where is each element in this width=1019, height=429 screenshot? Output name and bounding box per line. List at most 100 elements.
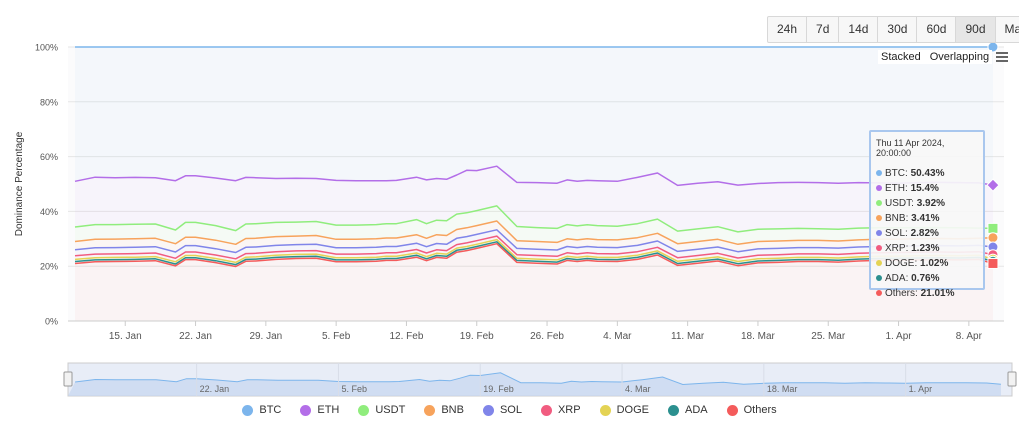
tooltip-name: DOGE [885, 258, 915, 269]
others-dot-icon [876, 290, 882, 297]
line-usdt[interactable] [74, 205, 994, 233]
chart-legend: BTC ETH USDT BNB SOL XRP DOGE ADA Others [0, 404, 1019, 416]
x-tick-label: 26. Feb [530, 331, 564, 342]
others-circle-icon [726, 404, 738, 416]
legend-item-xrp[interactable]: XRP [540, 404, 581, 416]
x-tick-label: 18. Mar [741, 331, 776, 342]
navigator[interactable]: 22. Jan 5. Feb 19. Feb 4. Mar 18. Mar 1. Apr [63, 362, 1017, 397]
x-tick-label: 5. Feb [322, 331, 351, 342]
legend-label: ADA [684, 404, 708, 416]
series-areas [75, 47, 993, 321]
tooltip-row-usdt: USDT: 3.92% [876, 196, 978, 211]
x-tick-label: 22. Jan [179, 331, 212, 342]
usdt-dot-icon [876, 200, 882, 207]
doge-dot-icon [876, 260, 882, 267]
legend-item-usdt[interactable]: USDT [358, 404, 405, 416]
line-others[interactable] [74, 242, 994, 268]
legend-label: Others [743, 404, 777, 416]
navigator-label: 1. Apr [909, 384, 933, 394]
btc-circle-icon [242, 404, 254, 416]
hover-markers [986, 41, 1000, 269]
y-tick-label: 80% [40, 97, 58, 107]
marker-others [987, 257, 999, 269]
legend-item-btc[interactable]: BTC [242, 404, 281, 416]
usdt-circle-icon [358, 404, 370, 416]
tooltip-value: 21.01% [920, 288, 955, 299]
navigator-left-handle[interactable] [63, 371, 73, 387]
tooltip-row-sol: SOL: 2.82% [876, 226, 978, 241]
range-30d-button[interactable]: 30d [877, 17, 916, 42]
range-7d-button[interactable]: 7d [806, 17, 838, 42]
range-24h-button[interactable]: 24h [777, 22, 798, 36]
y-tick-label: 60% [40, 152, 58, 162]
tooltip-row-bnb: BNB: 3.41% [876, 211, 978, 226]
legend-item-ada[interactable]: ADA [667, 404, 708, 416]
bnb-dot-icon [876, 215, 882, 222]
tooltip-row-others: Others: 21.01% [876, 286, 978, 301]
tooltip-value: 3.92% [916, 198, 946, 209]
plot-background [68, 47, 1004, 321]
ada-circle-icon [667, 404, 679, 416]
tooltip-row-xrp: XRP: 1.23% [876, 241, 978, 256]
tooltip-value: 1.23% [911, 243, 940, 254]
navigator-line [75, 372, 1001, 386]
legend-label: SOL [499, 404, 522, 416]
eth-dot-icon [876, 185, 882, 192]
tooltip-value: 15.4% [910, 183, 939, 194]
tooltip-name: BNB [885, 213, 906, 224]
line-sol[interactable] [74, 229, 994, 254]
tooltip-name: ADA [885, 273, 906, 284]
tooltip-value: 3.41% [911, 213, 940, 224]
range-max-button[interactable]: Max [994, 17, 1019, 42]
x-tick-label: 11. Mar [671, 331, 705, 342]
tooltip-name: USDT [885, 198, 912, 209]
tooltip-row-doge: DOGE: 1.02% [876, 256, 978, 271]
eth-circle-icon [300, 404, 312, 416]
tooltip-name: SOL [885, 228, 906, 239]
legend-item-bnb[interactable]: BNB [424, 404, 464, 416]
navigator-label: 22. Jan [200, 384, 230, 394]
line-ada[interactable] [74, 241, 994, 266]
line-bnb[interactable] [74, 220, 994, 246]
legend-item-eth[interactable]: ETH [300, 404, 339, 416]
overlapping-option[interactable]: Overlapping [929, 51, 990, 63]
tooltip-row-eth: ETH: 15.4% [876, 181, 978, 196]
legend-label: ETH [317, 404, 340, 416]
navigator-label: 19. Feb [483, 384, 514, 394]
x-tick-label: 15. Jan [109, 331, 142, 342]
legend-item-doge[interactable]: DOGE [599, 404, 649, 416]
y-tick-label: 20% [40, 262, 58, 272]
area-sol [75, 229, 993, 259]
marker-bnb [987, 232, 999, 244]
tooltip-name: XRP [885, 243, 906, 254]
legend-item-sol[interactable]: SOL [482, 404, 522, 416]
marker-usdt [987, 222, 999, 234]
navigator-label: 5. Feb [341, 384, 367, 394]
xrp-circle-icon [540, 404, 552, 416]
navigator-right-handle[interactable] [1007, 371, 1017, 387]
x-tick-label: 19. Feb [460, 331, 494, 342]
line-xrp[interactable] [74, 235, 994, 260]
bnb-circle-icon [424, 404, 436, 416]
range-60d-button[interactable]: 60d [916, 17, 955, 42]
sol-dot-icon [876, 230, 882, 237]
range-90d-button[interactable]: 90d [955, 17, 995, 42]
area-eth [75, 166, 993, 232]
stacked-option[interactable]: Stacked [881, 51, 921, 63]
series-lines [74, 46, 994, 268]
line-eth[interactable] [74, 165, 994, 187]
x-tick-label: 1. Apr [885, 331, 912, 342]
range-selector: 24h 7d 14d 30d 60d 90d Max [767, 16, 1019, 43]
range-14d-button[interactable]: 14d [838, 17, 877, 42]
tooltip-row-btc: BTC: 50.43% [876, 166, 978, 181]
line-doge[interactable] [74, 238, 994, 264]
y-axis-title: Dominance Percentage [14, 131, 25, 236]
xrp-dot-icon [876, 245, 882, 252]
area-btc [75, 47, 993, 186]
legend-item-others[interactable]: Others [726, 404, 777, 416]
x-axis: 15. Jan 22. Jan 29. Jan 5. Feb 12. Feb 19. Fe… [68, 320, 1004, 342]
hamburger-menu-icon[interactable] [995, 50, 1009, 64]
marker-eth [986, 178, 1000, 192]
legend-label: BNB [441, 404, 464, 416]
tooltip-value: 1.02% [920, 258, 949, 269]
